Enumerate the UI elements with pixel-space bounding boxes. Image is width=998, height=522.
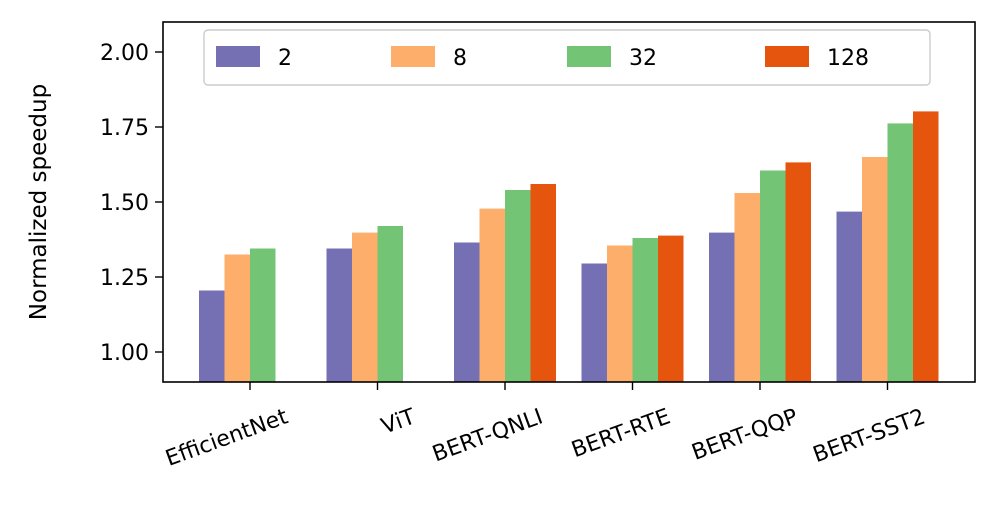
y-axis: 1.00 1.25 1.50 1.75 2.00 [100,41,163,366]
legend-label: 2 [278,46,292,71]
bar-128-BERT-QQP [785,162,811,382]
bar-8-EfficientNet [224,254,250,382]
bar-2-BERT-RTE [581,263,607,382]
x-tick-label: BERT-QQP [689,404,802,465]
bar-8-BERT-QQP [734,193,760,382]
legend: 2 8 32 128 [203,29,931,86]
y-tick-label: 1.75 [100,116,149,141]
bar-2-ViT [326,248,352,382]
x-tick-label: EfficientNet [162,404,291,471]
legend-swatch-2 [216,46,260,67]
y-tick-label: 2.00 [100,41,149,66]
bar-8-BERT-QNLI [479,208,505,382]
x-axis: EfficientNet ViT BERT-QNLI BERT-RTE BERT-QQP… [162,382,929,472]
bar-2-BERT-QQP [709,232,735,382]
legend-label: 8 [453,46,467,71]
x-tick-label: BERT-SST2 [810,404,929,468]
bar-8-BERT-RTE [607,245,633,382]
bar-2-EfficientNet [199,290,225,382]
bar-32-BERT-SST2 [887,123,913,383]
y-tick-label: 1.00 [100,341,149,366]
bar-8-BERT-SST2 [862,157,888,382]
x-tick-label: ViT [378,404,419,439]
x-tick-label: BERT-QNLI [429,404,546,467]
bar-2-BERT-SST2 [836,211,862,382]
plot-frame [162,21,976,383]
bar-32-EfficientNet [250,248,276,382]
y-axis-label: Normalized speedup [26,84,52,320]
bar-128-BERT-SST2 [913,111,939,383]
legend-label: 128 [827,46,869,71]
bar-32-BERT-QQP [760,170,786,382]
y-tick-label: 1.25 [100,266,149,291]
x-tick-label: BERT-RTE [568,404,673,463]
legend-swatch-8 [391,46,435,67]
bar-32-BERT-RTE [632,238,658,382]
legend-label: 32 [629,46,657,71]
bar-128-BERT-QNLI [530,184,556,382]
legend-swatch-128 [765,46,809,67]
bar-128-BERT-RTE [658,235,684,382]
y-tick-label: 1.50 [100,191,149,216]
bar-32-BERT-QNLI [505,190,531,382]
plot-area [199,111,939,383]
bar-2-BERT-QNLI [454,242,480,382]
legend-swatch-32 [567,46,611,67]
bar-8-ViT [352,232,378,382]
bar-32-ViT [377,226,403,382]
